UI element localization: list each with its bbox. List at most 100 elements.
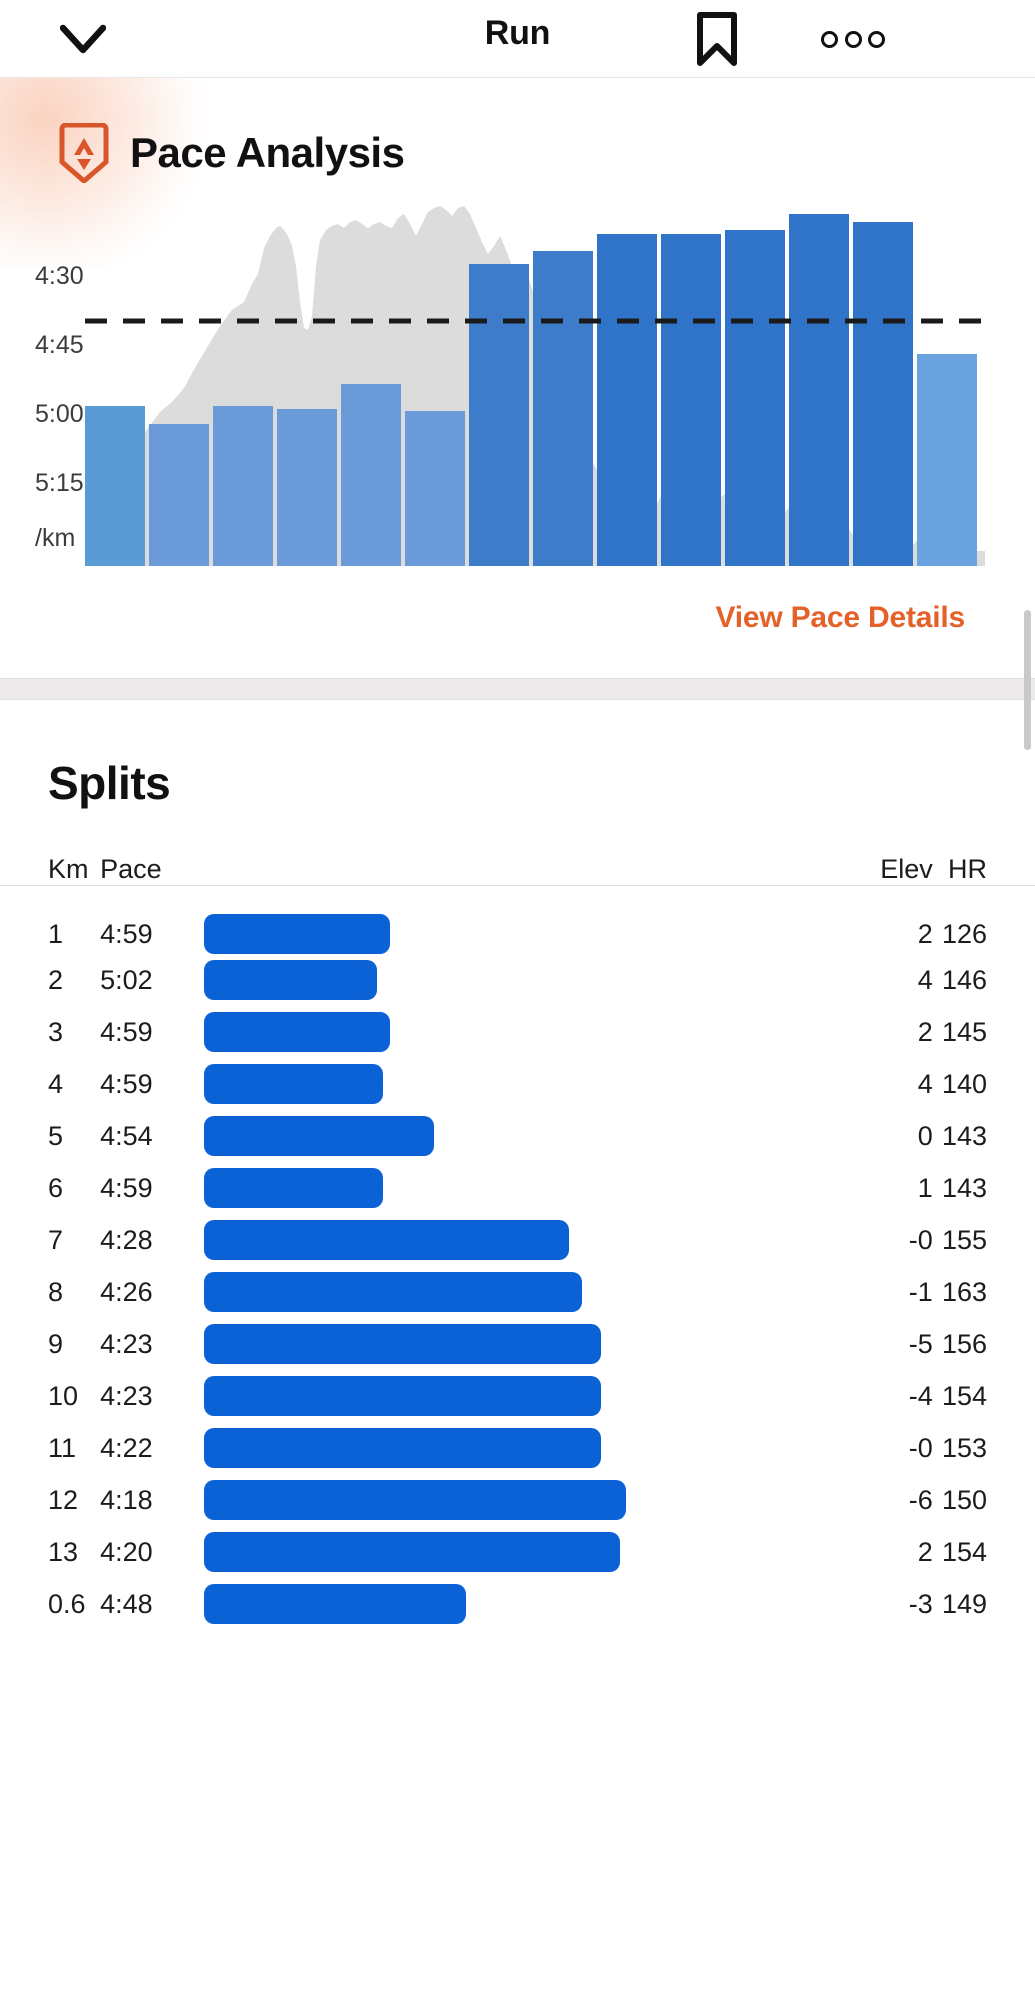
split-bar-fill: [203, 1220, 569, 1260]
split-bar-track: [203, 1012, 844, 1052]
split-bar-fill: [203, 1480, 627, 1520]
table-row[interactable]: 7 4:28 -0 155: [0, 1214, 1035, 1266]
split-pace-bar-cell: [203, 1578, 844, 1630]
split-hr: 155: [941, 1224, 987, 1255]
table-row[interactable]: 10 4:23 -4 154: [0, 1370, 1035, 1422]
split-bar-track: [203, 1220, 844, 1260]
split-bar-track: [203, 1064, 844, 1104]
split-pace-bar-cell: [203, 1110, 844, 1162]
split-elev: 4: [917, 964, 933, 995]
table-row[interactable]: 1 4:59 2 126: [0, 886, 1035, 954]
split-elev: -6: [908, 1484, 933, 1515]
bookmark-icon[interactable]: [695, 12, 739, 66]
pace-chart[interactable]: 4:30 4:45 5:00 5:15 /km: [0, 206, 1035, 566]
split-pace-bar-cell: [203, 1162, 844, 1214]
svg-text:4:30: 4:30: [35, 262, 84, 290]
split-bar-track: [203, 1428, 844, 1468]
split-bar-track: [203, 1480, 844, 1520]
split-pace-bar-cell: [203, 1474, 844, 1526]
page-title: Run: [484, 14, 551, 52]
split-bar-track: [203, 1272, 844, 1312]
split-bar-fill: [203, 1324, 601, 1364]
split-elev: -4: [908, 1380, 933, 1411]
table-row[interactable]: 12 4:18 -6 150: [0, 1474, 1035, 1526]
split-km: 6: [48, 1172, 64, 1203]
table-row[interactable]: 0.6 4:48 -3 149: [0, 1578, 1035, 1630]
split-bar-track: [203, 1168, 844, 1208]
split-pace-bar-cell: [203, 886, 844, 954]
column-header-km: Km: [48, 854, 89, 884]
split-elev: 2: [917, 1016, 933, 1047]
splits-table-header-row: Km Pace Elev HR: [0, 854, 1035, 886]
table-row[interactable]: 6 4:59 1 143: [0, 1162, 1035, 1214]
svg-text:/km: /km: [35, 524, 75, 552]
split-pace: 4:20: [100, 1536, 153, 1567]
split-km: 2: [48, 964, 64, 995]
table-row[interactable]: 13 4:20 2 154: [0, 1526, 1035, 1578]
split-km: 12: [48, 1484, 79, 1515]
split-km: 10: [48, 1380, 79, 1411]
split-elev: 4: [917, 1068, 933, 1099]
split-km: 1: [48, 918, 64, 949]
column-header-elev: Elev: [880, 854, 933, 884]
view-pace-details-link[interactable]: View Pace Details: [715, 601, 965, 634]
split-bar-fill: [203, 914, 390, 954]
split-pace: 4:59: [100, 1172, 153, 1203]
split-pace-bar-cell: [203, 954, 844, 1006]
split-pace: 4:59: [100, 1016, 153, 1047]
split-bar-track: [203, 1532, 844, 1572]
split-elev: -0: [908, 1432, 933, 1463]
split-elev: -5: [908, 1328, 933, 1359]
split-hr: 154: [941, 1536, 987, 1567]
split-elev: -1: [908, 1276, 933, 1307]
more-options-icon[interactable]: [821, 22, 885, 56]
split-bar-track: [203, 1584, 844, 1624]
split-hr: 150: [941, 1484, 987, 1515]
split-bar-track: [203, 1376, 844, 1416]
split-bar-fill: [203, 1012, 390, 1052]
split-km: 0.6: [48, 1588, 86, 1619]
split-pace-bar-cell: [203, 1266, 844, 1318]
svg-text:4:45: 4:45: [35, 331, 84, 359]
split-hr: 126: [941, 918, 987, 949]
split-bar-fill: [203, 1584, 467, 1624]
split-elev: 2: [917, 918, 933, 949]
split-km: 4: [48, 1068, 64, 1099]
vertical-scrollbar[interactable]: [1024, 610, 1031, 750]
split-km: 13: [48, 1536, 79, 1567]
shield-pace-icon: [58, 122, 110, 185]
split-pace: 4:23: [100, 1380, 153, 1411]
table-row[interactable]: 4 4:59 4 140: [0, 1058, 1035, 1110]
split-hr: 156: [941, 1328, 987, 1359]
split-pace: 4:26: [100, 1276, 153, 1307]
split-bar-fill: [203, 1532, 620, 1572]
chevron-down-icon[interactable]: [59, 22, 107, 56]
split-hr: 153: [941, 1432, 987, 1463]
split-km: 7: [48, 1224, 64, 1255]
split-hr: 143: [941, 1172, 987, 1203]
splits-heading: Splits: [48, 757, 171, 809]
split-elev: 2: [917, 1536, 933, 1567]
table-row[interactable]: 11 4:22 -0 153: [0, 1422, 1035, 1474]
split-bar-track: [203, 1116, 844, 1156]
split-bar-fill: [203, 1272, 582, 1312]
split-km: 8: [48, 1276, 64, 1307]
table-row[interactable]: 2 5:02 4 146: [0, 954, 1035, 1006]
split-hr: 140: [941, 1068, 987, 1099]
split-pace: 4:22: [100, 1432, 153, 1463]
split-pace: 4:18: [100, 1484, 153, 1515]
splits-table: Km Pace Elev HR 1 4:59 2 126 2 5:02 4 146 3 4:59 2…: [0, 854, 1035, 1630]
table-row[interactable]: 8 4:26 -1 163: [0, 1266, 1035, 1318]
table-row[interactable]: 9 4:23 -5 156: [0, 1318, 1035, 1370]
split-elev: 1: [917, 1172, 933, 1203]
table-row[interactable]: 3 4:59 2 145: [0, 1006, 1035, 1058]
split-pace-bar-cell: [203, 1058, 844, 1110]
split-pace: 4:59: [100, 1068, 153, 1099]
table-row[interactable]: 5 4:54 0 143: [0, 1110, 1035, 1162]
split-pace: 4:28: [100, 1224, 153, 1255]
pace-analysis-header: Pace Analysis: [0, 78, 1035, 188]
column-header-hr: HR: [948, 854, 987, 884]
splits-section: Splits Km Pace Elev HR 1 4:59 2 126 2 5:02 4 14…: [0, 700, 1035, 1630]
split-pace-bar-cell: [203, 1422, 844, 1474]
